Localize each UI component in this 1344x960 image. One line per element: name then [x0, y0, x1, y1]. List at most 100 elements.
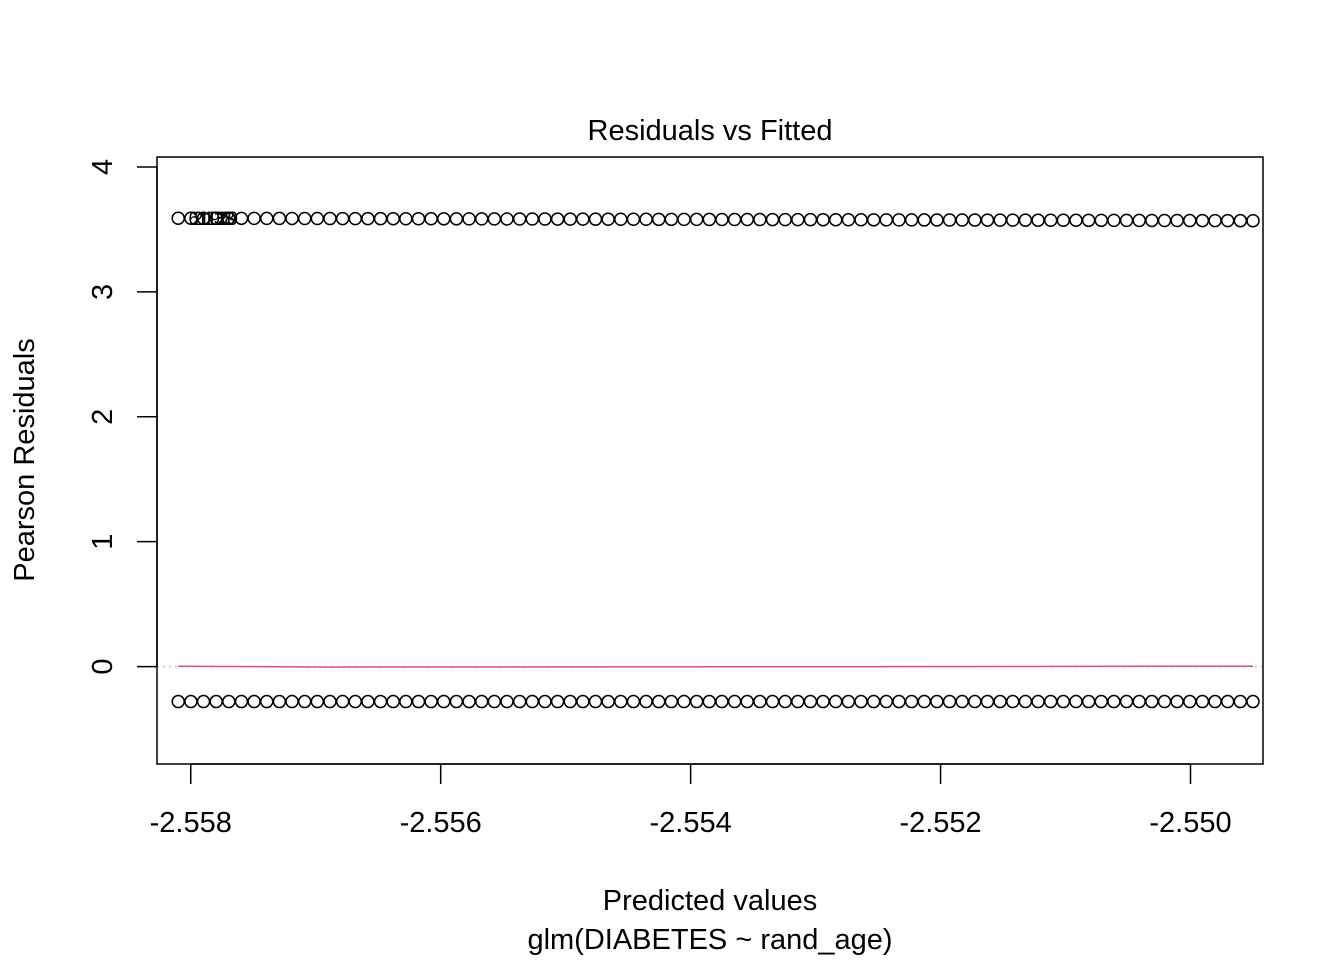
data-point	[778, 694, 792, 709]
y-tick-label: 1	[87, 534, 119, 550]
data-point	[904, 694, 919, 709]
data-point	[753, 694, 767, 709]
data-point	[614, 212, 628, 226]
data-point	[171, 694, 185, 709]
data-point	[993, 694, 1007, 709]
data-point	[1043, 213, 1058, 227]
data-point	[247, 211, 261, 226]
data-point	[260, 211, 274, 226]
data-point	[209, 694, 223, 709]
data-point	[1081, 694, 1096, 709]
data-point	[297, 211, 312, 226]
data-point	[437, 212, 451, 226]
y-axis-title: Pearson Residuals	[9, 338, 41, 581]
data-point	[904, 213, 919, 227]
data-point	[462, 212, 476, 226]
data-point	[1183, 694, 1197, 709]
data-point	[778, 212, 792, 227]
data-point	[879, 694, 894, 709]
data-point	[335, 211, 350, 226]
data-point	[171, 211, 185, 225]
data-point	[854, 213, 868, 227]
data-point	[1056, 694, 1071, 709]
data-point	[576, 694, 590, 709]
data-point	[538, 694, 552, 709]
data-point	[588, 694, 603, 709]
data-point	[512, 212, 527, 226]
data-point	[323, 211, 337, 226]
data-point	[917, 694, 932, 709]
upper-point-band	[171, 211, 1260, 228]
data-point	[892, 694, 906, 709]
data-point	[1081, 213, 1096, 228]
data-point	[500, 212, 514, 226]
data-point	[1233, 694, 1248, 709]
data-point	[437, 694, 451, 709]
data-point	[816, 212, 830, 227]
plot-box	[156, 156, 1264, 765]
x-tick-label: -2.552	[899, 807, 981, 839]
data-point	[399, 211, 413, 226]
data-point	[297, 694, 312, 709]
lower-point-band	[171, 694, 1260, 709]
data-point	[841, 213, 856, 227]
data-point	[677, 212, 691, 227]
data-point	[1119, 213, 1134, 228]
data-point	[702, 212, 717, 227]
data-point	[727, 694, 742, 709]
data-point	[1246, 694, 1260, 709]
data-point	[930, 694, 944, 709]
data-point	[1107, 213, 1121, 228]
data-point	[651, 212, 666, 227]
data-point	[1157, 694, 1172, 709]
x-axis: -2.558 -2.556 -2.554 -2.552 -2.550	[150, 763, 1232, 839]
data-point	[664, 694, 679, 709]
data-point	[930, 213, 944, 227]
point-label: 6196	[188, 209, 230, 230]
data-point	[474, 212, 489, 226]
data-point	[993, 213, 1007, 227]
data-point	[601, 694, 615, 709]
data-point	[500, 694, 514, 709]
data-point	[1069, 694, 1083, 709]
data-point	[411, 694, 426, 709]
data-point	[1018, 694, 1033, 709]
data-point	[614, 694, 628, 709]
data-point	[866, 213, 881, 227]
data-point	[247, 694, 261, 709]
data-point	[588, 212, 603, 226]
data-point	[1233, 213, 1248, 228]
data-point	[550, 694, 565, 709]
data-point	[386, 694, 400, 709]
data-point	[626, 694, 641, 709]
data-point	[1006, 213, 1020, 227]
data-point	[765, 694, 780, 709]
data-point	[1208, 694, 1222, 709]
data-point	[727, 212, 742, 227]
data-point	[348, 694, 363, 709]
data-point	[765, 212, 780, 227]
data-point	[373, 211, 388, 226]
data-point	[449, 694, 464, 709]
data-point	[234, 694, 249, 709]
data-point	[1043, 694, 1058, 709]
data-point	[740, 212, 754, 227]
data-point	[1220, 213, 1235, 228]
data-point	[1132, 213, 1146, 228]
data-point	[626, 212, 641, 227]
data-point	[892, 213, 906, 227]
y-axis: 0 1 2 3 4	[87, 159, 158, 675]
data-point	[474, 694, 489, 709]
data-point	[803, 212, 818, 227]
data-point	[1195, 213, 1210, 228]
data-point	[942, 213, 957, 227]
data-point	[1195, 694, 1210, 709]
data-point	[550, 212, 565, 226]
data-point	[1145, 213, 1159, 228]
y-tick-label: 4	[87, 159, 119, 175]
data-point	[651, 694, 666, 709]
data-point	[323, 694, 337, 709]
data-point	[1145, 694, 1159, 709]
